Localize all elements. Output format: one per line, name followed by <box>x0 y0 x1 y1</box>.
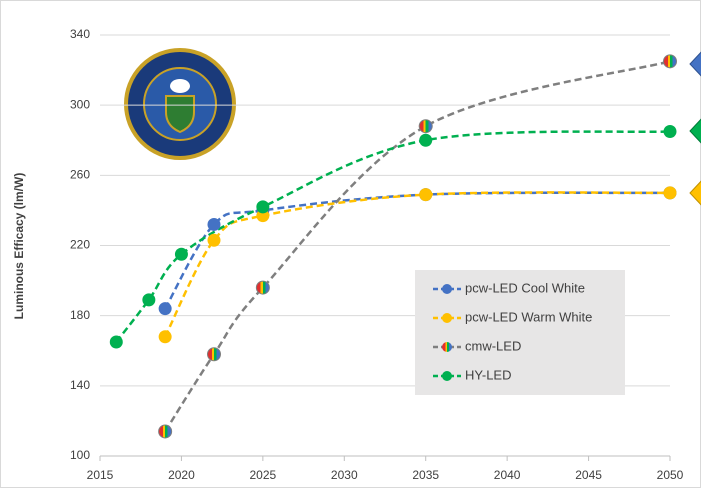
legend-label: HY-LED <box>465 367 511 382</box>
series-line <box>164 60 671 433</box>
x-tick-label: 2045 <box>575 468 602 482</box>
markers-right <box>689 51 701 206</box>
point <box>158 330 172 344</box>
x-tick-label: 2030 <box>331 468 358 482</box>
legend-marker <box>442 342 452 352</box>
point <box>663 54 677 69</box>
y-tick-label: 180 <box>70 308 90 322</box>
y-tick-label: 140 <box>70 378 90 392</box>
x-tick-label: 2050 <box>657 468 684 482</box>
x-tick-label: 2015 <box>87 468 114 482</box>
point <box>419 133 433 147</box>
plot <box>109 54 677 439</box>
legend-marker <box>442 313 452 323</box>
legend-marker <box>442 284 452 294</box>
x-tick-label: 2040 <box>494 468 521 482</box>
y-tick-label: 260 <box>70 168 90 182</box>
point <box>418 119 433 134</box>
legend-label: cmw-LED <box>465 338 521 353</box>
y-tick-label: 100 <box>70 448 90 462</box>
point <box>255 280 270 295</box>
series-line <box>164 191 671 338</box>
point <box>158 424 173 439</box>
legend-marker <box>442 371 452 381</box>
point <box>142 293 156 307</box>
point <box>109 335 123 349</box>
y-tick-label: 220 <box>70 238 90 252</box>
y-axis-label: Luminous Efficacy (lm/W) <box>12 173 26 320</box>
legend-label: pcw-LED Cool White <box>465 280 585 295</box>
logo <box>124 48 236 160</box>
point <box>663 186 677 200</box>
point <box>419 188 433 202</box>
point <box>207 217 221 231</box>
y-tick-label: 340 <box>70 27 90 41</box>
x-tick-label: 2025 <box>250 468 277 482</box>
x-tick-label: 2035 <box>412 468 439 482</box>
point <box>174 247 188 261</box>
point <box>158 302 172 316</box>
x-tick-label: 2020 <box>168 468 195 482</box>
legend-label: pcw-LED Warm White <box>465 309 592 324</box>
point <box>256 200 270 214</box>
point <box>207 347 221 362</box>
point <box>207 233 221 247</box>
point <box>663 124 677 138</box>
y-tick-label: 300 <box>70 97 90 111</box>
